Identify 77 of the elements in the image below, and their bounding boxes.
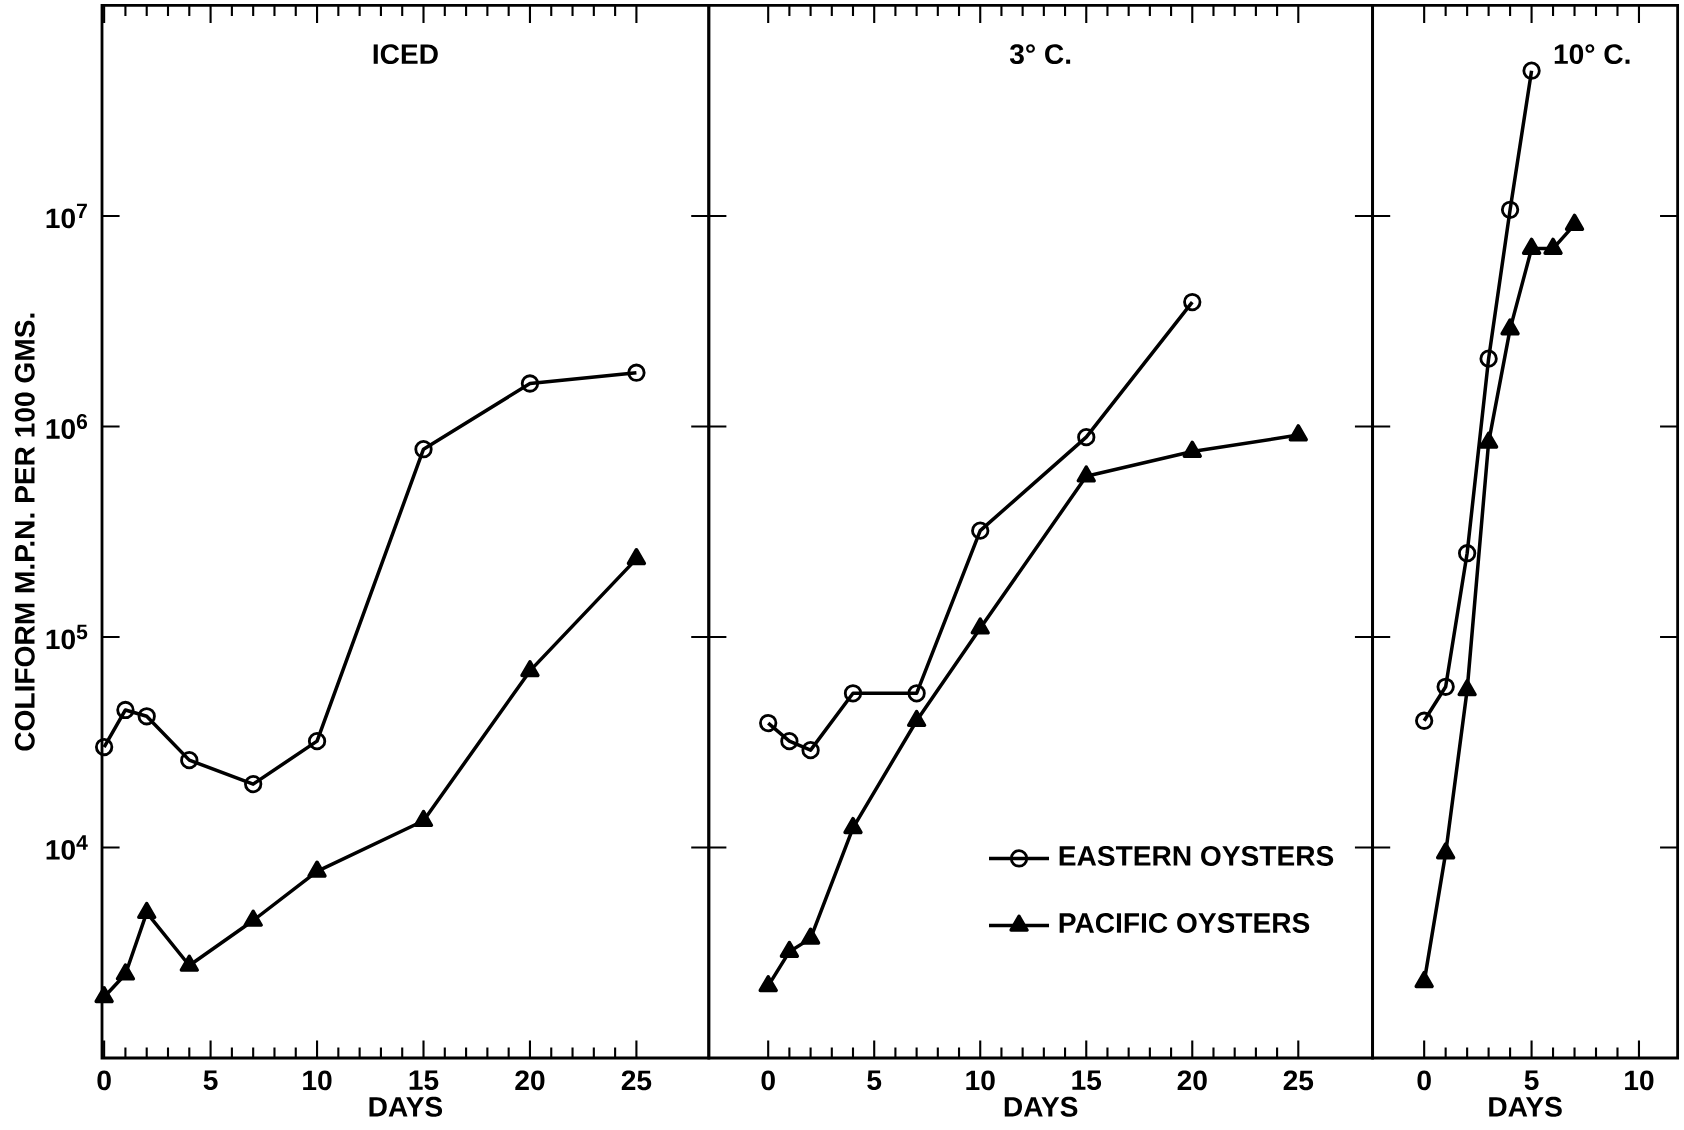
point (115, 963, 136, 981)
point (1564, 213, 1585, 231)
point (307, 732, 327, 751)
x-tick-label: 15 (1072, 1070, 1102, 1091)
point (1500, 318, 1520, 336)
point (1183, 292, 1202, 312)
point (1076, 465, 1096, 483)
text: 10° C. (1554, 44, 1630, 65)
x-tick-label: 25 (1283, 1070, 1314, 1091)
point (94, 986, 114, 1004)
x-tick-label: 10 (303, 1070, 332, 1091)
point (1414, 970, 1434, 989)
point (758, 975, 778, 993)
x-tick-label: 15 (409, 1070, 439, 1091)
point (779, 940, 800, 958)
point (414, 440, 433, 459)
y-tick-label: 10$^{6}$ (46, 414, 88, 439)
legend-label: EASTERN OYSTERS (1059, 845, 1334, 866)
x-axis-title: DAYS (369, 1096, 443, 1117)
x-tick-label: 5 (867, 1070, 882, 1091)
point (1543, 237, 1563, 255)
point (1457, 679, 1477, 697)
x-tick-label: 0 (1417, 1070, 1431, 1091)
point (243, 909, 263, 927)
x-tick-label: 5 (203, 1070, 218, 1091)
point (1435, 842, 1456, 860)
point (971, 521, 990, 540)
y-tick-label: 10$^{4}$ (46, 835, 88, 860)
x-tick-label: 0 (761, 1070, 775, 1091)
point (1521, 237, 1542, 255)
point (180, 750, 199, 770)
x-axis-title: DAYS (1004, 1096, 1078, 1117)
point (137, 901, 157, 920)
point (307, 860, 327, 878)
x-tick-label: 20 (515, 1070, 545, 1091)
point (907, 684, 926, 703)
x-tick-label: 0 (97, 1070, 111, 1091)
point (520, 374, 540, 393)
x-tick-label: 10 (966, 1070, 995, 1091)
point (116, 700, 135, 720)
point (1478, 431, 1499, 449)
point (1415, 711, 1434, 730)
y-axis-title: COLIFORM M.P.N. PER 100 GMS. (14, 313, 35, 751)
point (1522, 61, 1541, 80)
x-tick-label: 10 (1625, 1070, 1654, 1091)
point (626, 547, 647, 566)
legend-label: PACIFIC OYSTERS (1059, 913, 1310, 933)
x-tick-label: 25 (621, 1070, 652, 1091)
point (244, 774, 263, 794)
point (780, 732, 799, 751)
point (413, 809, 434, 828)
point (1479, 349, 1498, 368)
point (1500, 200, 1520, 219)
text: 3° C. (1009, 44, 1071, 65)
x-tick-label: 5 (1524, 1070, 1539, 1091)
point (1077, 427, 1096, 447)
point (179, 954, 199, 972)
point (1288, 424, 1308, 442)
point (801, 741, 820, 760)
point (843, 816, 863, 835)
point (800, 927, 821, 945)
point (1436, 677, 1455, 696)
y-tick-label: 10$^{7}$ (46, 203, 87, 229)
y-tick-label: 10$^{5}$ (46, 624, 88, 650)
x-tick-label: 20 (1177, 1070, 1207, 1091)
point (906, 709, 927, 728)
point (94, 737, 114, 757)
text: ICED (373, 44, 438, 65)
point (627, 363, 646, 382)
point (759, 713, 778, 733)
point (843, 684, 863, 703)
point (970, 617, 990, 635)
point (1458, 544, 1477, 563)
point (1182, 440, 1202, 458)
x-axis-title: DAYS (1489, 1096, 1562, 1117)
point (520, 660, 540, 678)
point (137, 707, 156, 726)
